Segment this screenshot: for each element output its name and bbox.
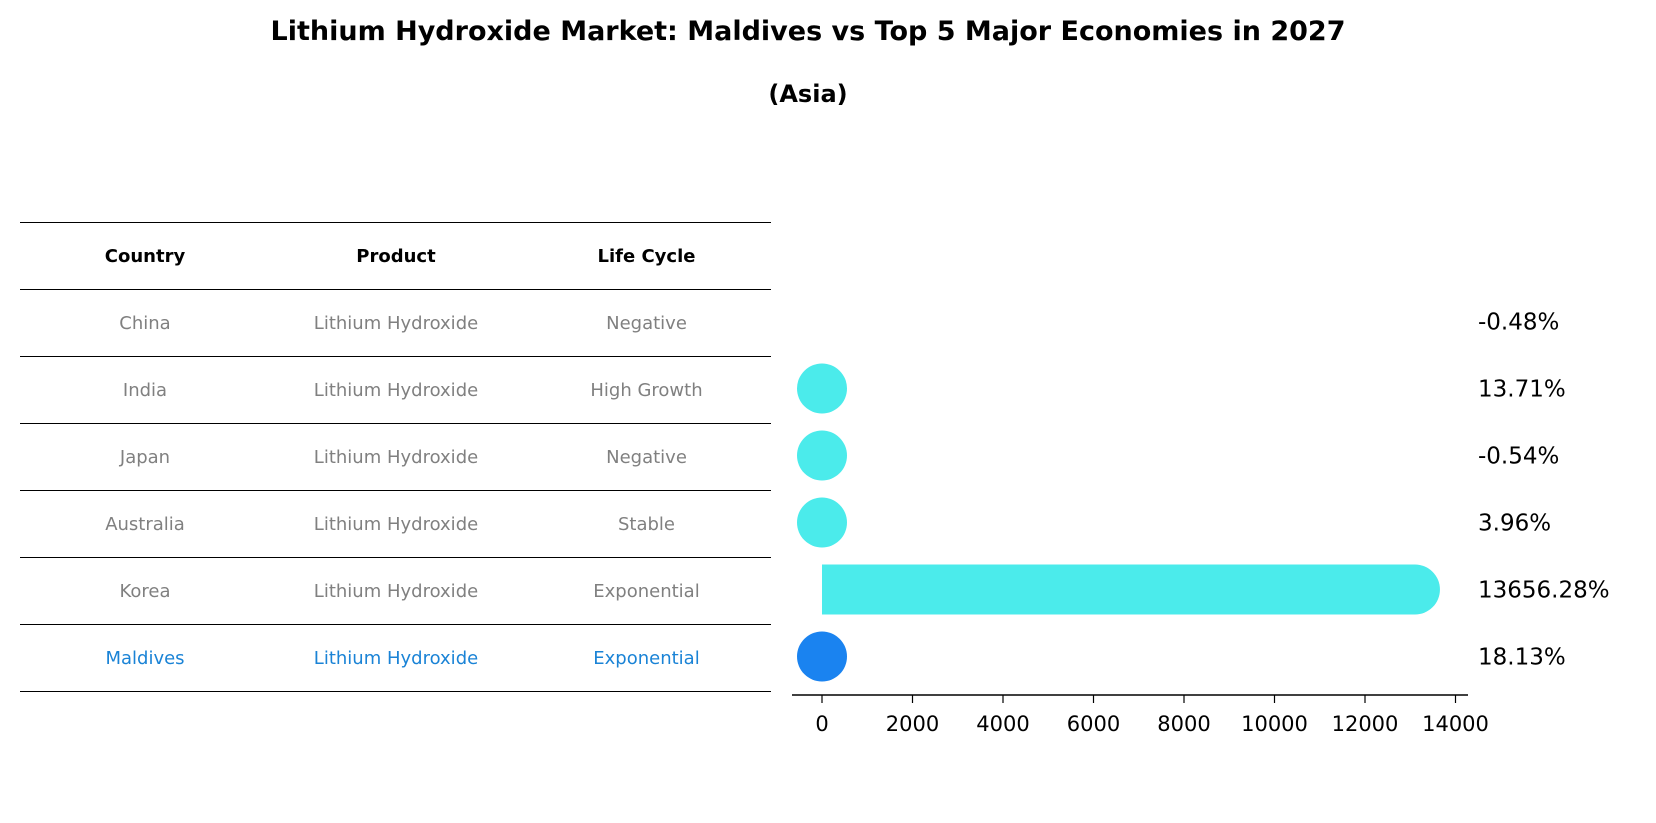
x-tick-label: 14000 [1422,712,1489,736]
life-cycle-cell: High Growth [590,379,703,401]
data-label-maldives: 18.13% [1478,645,1566,671]
bar-japan [797,430,847,481]
x-tick-label: 6000 [1067,712,1120,736]
product-cell: Lithium Hydroxide [313,647,479,669]
header-country: Country [104,245,186,267]
life-cycle-cell: Exponential [593,647,700,669]
x-tick-label: 2000 [886,712,939,736]
table-header-row: Country Product Life Cycle [20,223,771,290]
life-cycle-cell: Negative [606,312,687,334]
product-cell: Lithium Hydroxide [313,379,479,401]
header-product: Product [356,245,436,267]
table-row: India Lithium Hydroxide High Growth [20,357,771,424]
x-tick-label: 4000 [976,712,1029,736]
x-tick-label: 0 [815,712,828,736]
table-row: China Lithium Hydroxide Negative [20,290,771,357]
bar-korea [822,564,1440,615]
table-row: Australia Lithium Hydroxide Stable [20,491,771,558]
bar-india [797,363,847,414]
country-cell: China [119,312,171,334]
bar-maldives [797,631,847,682]
product-cell: Lithium Hydroxide [313,446,479,468]
data-label-australia: 3.96% [1478,511,1551,537]
header-life-cycle: Life Cycle [597,245,696,267]
product-cell: Lithium Hydroxide [313,513,479,535]
bar-australia [797,497,847,548]
data-label-korea: 13656.28% [1478,578,1610,604]
data-label-china: -0.48% [1478,310,1559,336]
comparison-table: Country Product Life Cycle China Lithium… [20,222,771,692]
x-tick-label: 10000 [1241,712,1308,736]
table-row: Korea Lithium Hydroxide Exponential [20,558,771,625]
country-cell: Maldives [105,647,185,669]
table-row-highlight: Maldives Lithium Hydroxide Exponential [20,625,771,692]
life-cycle-cell: Exponential [593,580,700,602]
chart-title: Lithium Hydroxide Market: Maldives vs To… [270,16,1346,47]
x-tick-label: 8000 [1157,712,1210,736]
life-cycle-cell: Stable [617,513,675,535]
product-cell: Lithium Hydroxide [313,312,479,334]
x-tick-label: 12000 [1332,712,1399,736]
data-label-japan: -0.54% [1478,444,1559,470]
table-row: Japan Lithium Hydroxide Negative [20,424,771,491]
country-cell: Japan [119,446,171,468]
life-cycle-cell: Negative [606,446,687,468]
country-cell: India [122,379,168,401]
country-cell: Australia [105,513,185,535]
country-cell: Korea [119,580,171,602]
product-cell: Lithium Hydroxide [313,580,479,602]
chart-subtitle: (Asia) [768,80,848,108]
data-label-india: 13.71% [1478,377,1566,403]
